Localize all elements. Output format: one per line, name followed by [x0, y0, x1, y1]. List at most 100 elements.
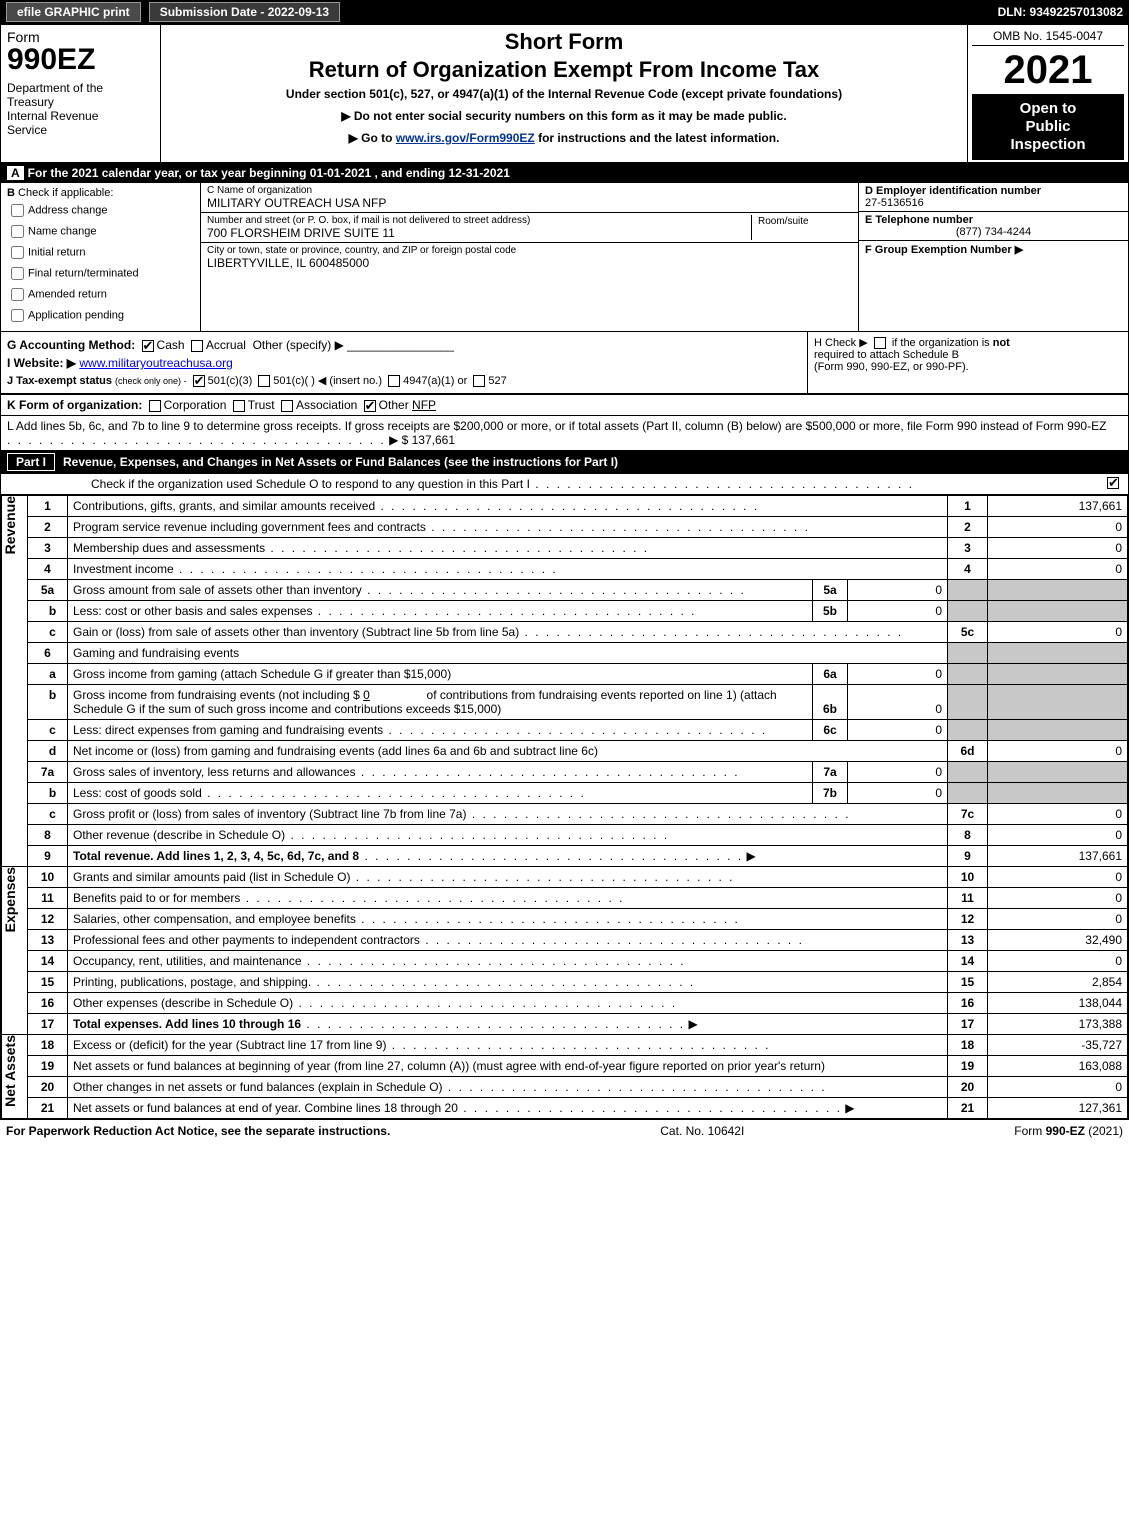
- chk-501c[interactable]: [258, 375, 270, 387]
- chk-accrual[interactable]: [191, 340, 203, 352]
- l12-amt: 0: [988, 909, 1128, 930]
- chk-cash[interactable]: [142, 340, 154, 352]
- l20-rn: 20: [948, 1077, 988, 1098]
- l1-amt: 137,661: [988, 496, 1128, 517]
- ln6b: b: [28, 685, 68, 720]
- ln11: 11: [28, 888, 68, 909]
- l15-amt: 2,854: [988, 972, 1128, 993]
- expenses-label: Expenses: [2, 867, 18, 932]
- col-b: B Check if applicable: Address change Na…: [1, 183, 201, 331]
- l9-amt: 137,661: [988, 846, 1128, 867]
- chk-527[interactable]: [473, 375, 485, 387]
- l9-desc: Total revenue. Add lines 1, 2, 3, 4, 5c,…: [68, 846, 948, 867]
- l4-rn: 4: [948, 559, 988, 580]
- chk-application-pending[interactable]: Application pending: [7, 306, 194, 325]
- l10-amt: 0: [988, 867, 1128, 888]
- ln15: 15: [28, 972, 68, 993]
- h-not: not: [993, 337, 1010, 349]
- l6c-desc: Less: direct expenses from gaming and fu…: [68, 720, 813, 741]
- ln19: 19: [28, 1056, 68, 1077]
- l6c-il: 6c: [813, 720, 848, 741]
- l4-amt: 0: [988, 559, 1128, 580]
- e-label: E Telephone number: [865, 214, 973, 226]
- row-l: L Add lines 5b, 6c, and 7b to line 9 to …: [1, 415, 1128, 450]
- chk-name-change[interactable]: Name change: [7, 222, 194, 241]
- l6d-desc: Net income or (loss) from gaming and fun…: [68, 741, 948, 762]
- j-label: J Tax-exempt status: [7, 375, 112, 387]
- col-def: D Employer identification number 27-5136…: [858, 183, 1128, 331]
- h-text3: required to attach Schedule B: [814, 349, 959, 361]
- ln5a: 5a: [28, 580, 68, 601]
- row-k: K Form of organization: Corporation Trus…: [1, 394, 1128, 415]
- l17-rn: 17: [948, 1014, 988, 1035]
- form-title-2: Return of Organization Exempt From Incom…: [169, 57, 959, 83]
- l7c-rn: 7c: [948, 804, 988, 825]
- chk-trust[interactable]: [233, 400, 245, 412]
- chk-amended-return[interactable]: Amended return: [7, 285, 194, 304]
- l20-desc: Other changes in net assets or fund bala…: [68, 1077, 948, 1098]
- l7a-desc: Gross sales of inventory, less returns a…: [68, 762, 813, 783]
- chk-initial-return[interactable]: Initial return: [7, 243, 194, 262]
- chk-address-change[interactable]: Address change: [7, 201, 194, 220]
- l14-rn: 14: [948, 951, 988, 972]
- footer-right: Form 990-EZ (2021): [1014, 1124, 1123, 1138]
- l5a-grey2: [988, 580, 1128, 601]
- instructions-note: ▶ Go to www.irs.gov/Form990EZ for instru…: [169, 131, 959, 145]
- ln5c: c: [28, 622, 68, 643]
- header-center: Short Form Return of Organization Exempt…: [161, 25, 968, 162]
- f-label: F Group Exemption Number ▶: [865, 244, 1023, 256]
- l18-rn: 18: [948, 1035, 988, 1056]
- l6b-ia: 0: [848, 685, 948, 720]
- l14-desc: Occupancy, rent, utilities, and maintena…: [68, 951, 948, 972]
- l3-rn: 3: [948, 538, 988, 559]
- chk-schedule-o[interactable]: [1107, 477, 1119, 489]
- chk-schedule-b[interactable]: [874, 337, 886, 349]
- chk-4947[interactable]: [388, 375, 400, 387]
- form-header: Form 990EZ Department of theTreasuryInte…: [1, 25, 1128, 163]
- ln7c: c: [28, 804, 68, 825]
- l15-rn: 15: [948, 972, 988, 993]
- l5a-grey: [948, 580, 988, 601]
- chk-final-return[interactable]: Final return/terminated: [7, 264, 194, 283]
- irs-link[interactable]: www.irs.gov/Form990EZ: [396, 131, 535, 145]
- footer-left: For Paperwork Reduction Act Notice, see …: [6, 1124, 390, 1138]
- h-text4: (Form 990, 990-EZ, or 990-PF).: [814, 361, 969, 373]
- c-addr-label: Number and street (or P. O. box, if mail…: [207, 215, 745, 226]
- l11-rn: 11: [948, 888, 988, 909]
- ln9: 9: [28, 846, 68, 867]
- chk-association[interactable]: [281, 400, 293, 412]
- c-name-label: C Name of organization: [207, 185, 852, 196]
- omb-number: OMB No. 1545-0047: [972, 27, 1124, 46]
- l-text: L Add lines 5b, 6c, and 7b to line 9 to …: [7, 419, 1106, 433]
- chk-other-org[interactable]: [364, 400, 376, 412]
- l5c-rn: 5c: [948, 622, 988, 643]
- l7a-ia: 0: [848, 762, 948, 783]
- privacy-note: ▶ Do not enter social security numbers o…: [169, 109, 959, 123]
- l10-desc: Grants and similar amounts paid (list in…: [68, 867, 948, 888]
- l16-rn: 16: [948, 993, 988, 1014]
- l13-desc: Professional fees and other payments to …: [68, 930, 948, 951]
- l12-desc: Salaries, other compensation, and employ…: [68, 909, 948, 930]
- l11-amt: 0: [988, 888, 1128, 909]
- form-title-1: Short Form: [169, 29, 959, 55]
- l13-rn: 13: [948, 930, 988, 951]
- chk-corporation[interactable]: [149, 400, 161, 412]
- l15-desc: Printing, publications, postage, and shi…: [68, 972, 948, 993]
- phone-value: (877) 734-4244: [865, 226, 1122, 238]
- l21-desc: Net assets or fund balances at end of ye…: [68, 1098, 948, 1119]
- chk-501c3[interactable]: [193, 375, 205, 387]
- l6b-desc: Gross income from fundraising events (no…: [68, 685, 813, 720]
- ln12: 12: [28, 909, 68, 930]
- l6b-il: 6b: [813, 685, 848, 720]
- l6c-ia: 0: [848, 720, 948, 741]
- l3-desc: Membership dues and assessments: [68, 538, 948, 559]
- website-link[interactable]: www.militaryoutreachusa.org: [79, 356, 232, 370]
- inspection-badge: Open toPublicInspection: [972, 94, 1124, 160]
- part1-table: Revenue 1 Contributions, gifts, grants, …: [1, 495, 1128, 1119]
- col-c: C Name of organization MILITARY OUTREACH…: [201, 183, 858, 331]
- efile-print-button[interactable]: efile GRAPHIC print: [6, 2, 141, 22]
- c-city-label: City or town, state or province, country…: [207, 245, 852, 256]
- page-footer: For Paperwork Reduction Act Notice, see …: [0, 1120, 1129, 1142]
- l7c-desc: Gross profit or (loss) from sales of inv…: [68, 804, 948, 825]
- org-address: 700 FLORSHEIM DRIVE SUITE 11: [207, 226, 745, 240]
